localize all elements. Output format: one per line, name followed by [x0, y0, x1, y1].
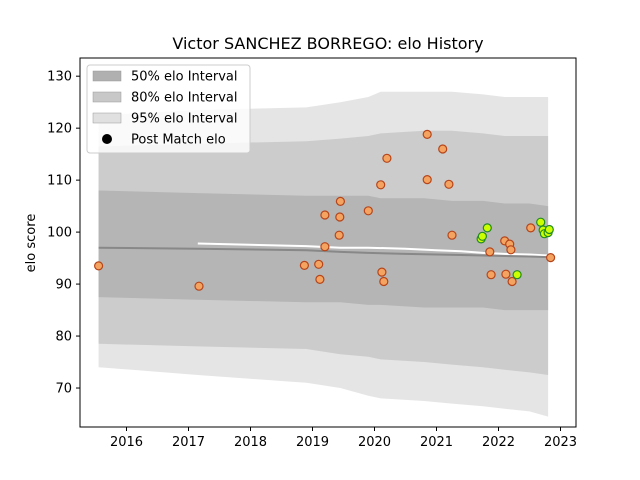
data-point	[512, 270, 522, 280]
y-tick-label: 100	[47, 226, 72, 241]
data-point	[382, 153, 392, 163]
legend-swatch-2	[92, 112, 122, 124]
data-point	[501, 269, 511, 279]
data-point	[377, 267, 387, 277]
data-point	[299, 260, 309, 270]
data-point	[482, 223, 492, 233]
y-tick-label: 130	[47, 70, 72, 85]
x-tick-label: 2023	[544, 435, 577, 450]
data-point	[93, 261, 104, 271]
y-tick-label: 110	[47, 174, 72, 189]
x-tick-label: 2022	[482, 435, 515, 450]
y-tick-label: 90	[55, 278, 72, 293]
legend-swatch-1	[92, 91, 122, 103]
axes-frame	[79, 57, 577, 428]
y-axis-label: elo score	[24, 214, 39, 273]
data-point	[536, 217, 546, 227]
legend-marker-3	[102, 134, 112, 144]
data-point	[545, 253, 556, 263]
data-point	[477, 231, 487, 241]
x-tick-label: 2017	[172, 435, 205, 450]
legend-label-0: 50% elo Interval	[131, 70, 238, 85]
data-point	[314, 259, 324, 269]
x-tick-label: 2020	[358, 435, 391, 450]
data-point	[485, 247, 495, 257]
data-point	[335, 196, 345, 206]
data-point	[447, 230, 457, 240]
data-point	[444, 179, 454, 189]
data-point	[194, 281, 204, 291]
x-tick-label: 2019	[296, 435, 329, 450]
legend-label-2: 95% elo Interval	[131, 112, 238, 127]
legend-box	[86, 64, 251, 154]
data-point	[334, 230, 344, 240]
chart-title: Victor SANCHEZ BORREGO: elo History	[172, 34, 483, 53]
data-point	[544, 224, 554, 235]
y-tick-label: 120	[47, 122, 72, 137]
x-tick-label: 2016	[110, 435, 143, 450]
y-tick-label: 80	[55, 330, 72, 345]
data-point	[486, 270, 496, 280]
data-point	[315, 274, 325, 284]
legend-label-3: Post Match elo	[131, 133, 226, 148]
x-tick-label: 2021	[420, 435, 453, 450]
data-point	[320, 210, 330, 220]
trend-line-1	[98, 246, 549, 259]
data-point	[422, 129, 432, 139]
plot-area: 2016 2017 2018 2019 2020 2021 2022 2023 70 80 90 10…	[47, 57, 577, 450]
data-point	[506, 245, 516, 255]
data-point	[320, 242, 330, 252]
data-point	[526, 223, 536, 233]
data-point	[335, 212, 345, 222]
data-point	[422, 175, 432, 185]
data-point	[379, 276, 389, 287]
data-point	[363, 206, 373, 216]
y-tick-label: 70	[55, 382, 72, 397]
legend-swatch-0	[92, 70, 122, 82]
data-point	[376, 180, 386, 190]
data-point	[507, 276, 517, 287]
x-tick-label: 2018	[234, 435, 267, 450]
legend-label-1: 80% elo Interval	[131, 91, 238, 106]
data-point	[438, 144, 448, 154]
